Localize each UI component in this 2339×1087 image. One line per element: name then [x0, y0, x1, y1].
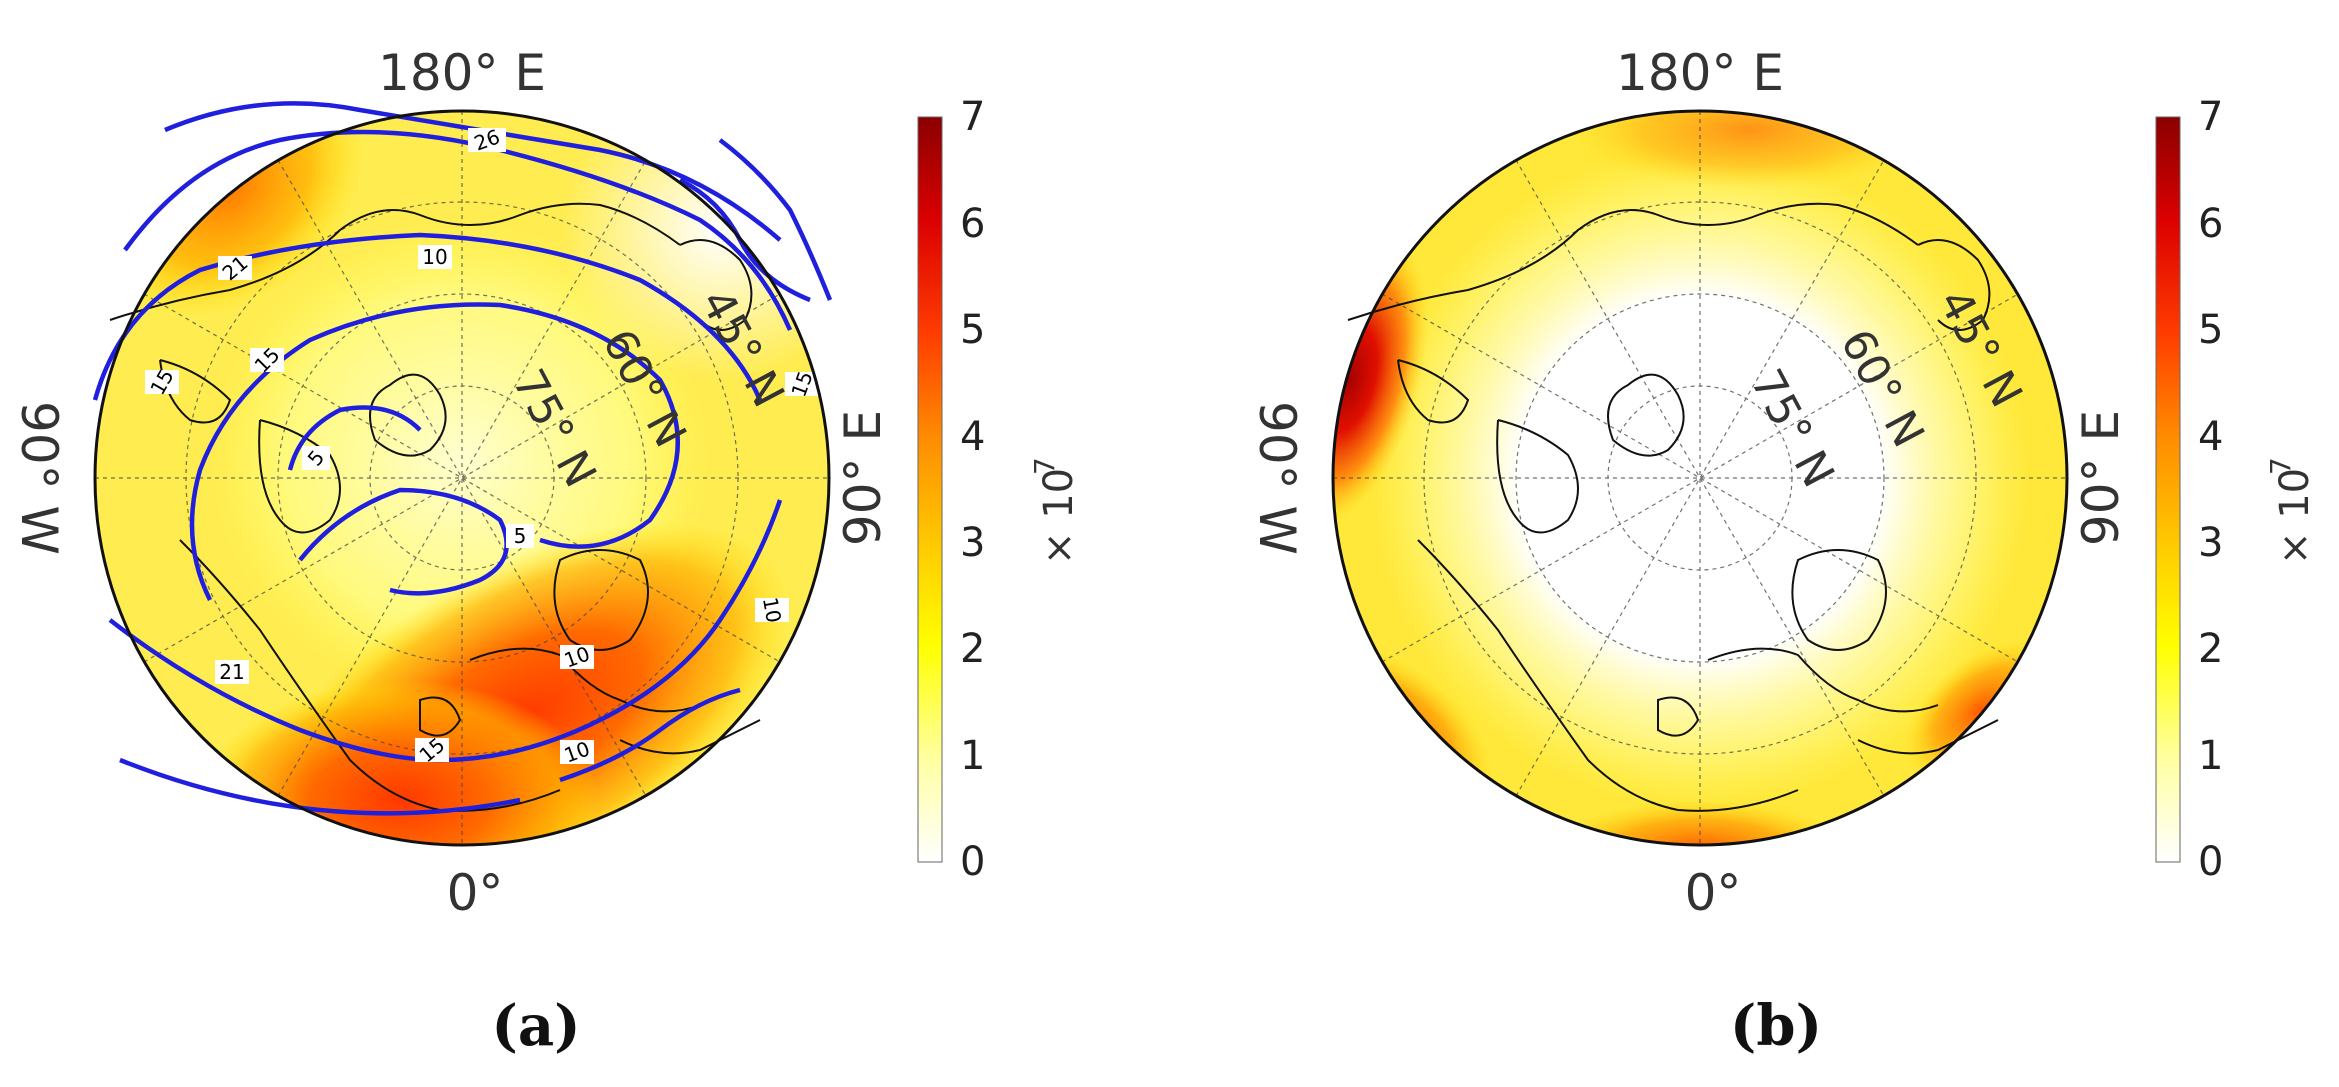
panel-caption-b: (b)	[1730, 993, 1822, 1059]
contour-labels-a: 26 21 21 15 15 15 15 10 10 10 10 5 5	[145, 124, 819, 768]
svg-text:10: 10	[758, 595, 786, 624]
svg-text:5: 5	[514, 524, 527, 548]
colorbar-scale-a: × 10 7	[1028, 457, 1082, 565]
contour-label: 21	[215, 660, 249, 684]
map-frame-b	[1331, 109, 2069, 847]
contour-label: 5	[506, 524, 534, 548]
contour-label: 21	[218, 251, 253, 286]
lon-label-left: 90° W	[10, 401, 68, 555]
svg-text:2: 2	[2198, 626, 2223, 672]
svg-text:5: 5	[2198, 307, 2223, 353]
contour-label: 15	[415, 733, 450, 768]
contour-label: 15	[145, 365, 179, 399]
contour-label: 5	[302, 445, 330, 471]
contour-label: 26	[468, 124, 506, 156]
svg-text:0: 0	[960, 839, 985, 885]
svg-text:4: 4	[2198, 414, 2223, 460]
svg-text:7: 7	[1028, 457, 1061, 475]
lon-label-right: 90° E	[2072, 410, 2130, 546]
colorbar-a: 0 1 2 3 4 5 6 7 × 10 7	[917, 94, 1082, 885]
lon-label-left: 90° W	[1248, 401, 1306, 555]
panel-a: 26 21 21 15 15 15 15 10 10 10 10 5 5 45°…	[10, 44, 1082, 1059]
contour-label: 10	[418, 245, 452, 269]
contour-label: 10	[560, 641, 594, 673]
svg-text:× 10: × 10	[2272, 468, 2318, 565]
svg-text:7: 7	[2198, 94, 2223, 140]
field-a	[95, 111, 829, 845]
map-frame-a	[93, 109, 831, 847]
svg-text:7: 7	[2264, 457, 2297, 475]
graticule-b	[1333, 111, 2067, 845]
svg-text:3: 3	[2198, 520, 2223, 566]
map-b: 45° N 60° N 75° N	[1331, 109, 2069, 847]
field-b	[1333, 111, 2067, 845]
lon-label-top: 180° E	[378, 44, 546, 102]
colorbar-ticks-a: 0 1 2 3 4 5 6 7	[960, 94, 985, 885]
svg-text:1: 1	[2198, 733, 2223, 779]
longitude-labels-a: 180° E 0° 90° W 90° E	[10, 44, 892, 922]
panel-b: 45° N 60° N 75° N 180° E 0° 90° W 90° E …	[1248, 44, 2318, 1059]
map-a: 26 21 21 15 15 15 15 10 10 10 10 5 5 45°…	[92, 101, 833, 847]
svg-text:0: 0	[2198, 839, 2223, 885]
contour-label: 10	[755, 595, 789, 625]
svg-text:3: 3	[960, 520, 985, 566]
colorbar-b: 0 1 2 3 4 5 6 7 × 10 7	[2155, 94, 2318, 885]
longitude-labels-b: 180° E 0° 90° W 90° E	[1248, 44, 2130, 922]
svg-text:5: 5	[960, 307, 985, 353]
svg-text:× 10: × 10	[1036, 468, 1082, 565]
contour-label: 15	[250, 343, 285, 378]
colorbar-gradient	[2155, 116, 2181, 863]
svg-text:6: 6	[960, 201, 985, 247]
svg-text:2: 2	[960, 626, 985, 672]
svg-text:10: 10	[422, 245, 447, 269]
panel-caption-a: (a)	[491, 993, 580, 1059]
colorbar-gradient	[917, 116, 943, 863]
lon-label-bottom: 0°	[447, 864, 504, 922]
svg-text:6: 6	[2198, 201, 2223, 247]
contour-label: 10	[560, 736, 594, 768]
coastlines-a	[109, 202, 761, 812]
lon-label-bottom: 0°	[1685, 864, 1742, 922]
colorbar-scale-b: × 10 7	[2264, 457, 2318, 565]
svg-text:4: 4	[960, 414, 985, 460]
lon-label-top: 180° E	[1616, 44, 1784, 102]
svg-text:1: 1	[960, 733, 985, 779]
colorbar-ticks-b: 0 1 2 3 4 5 6 7	[2198, 94, 2223, 885]
lon-label-right: 90° E	[834, 410, 892, 546]
svg-text:7: 7	[960, 94, 985, 140]
svg-text:21: 21	[219, 660, 244, 684]
coastlines-b	[1347, 202, 1999, 812]
